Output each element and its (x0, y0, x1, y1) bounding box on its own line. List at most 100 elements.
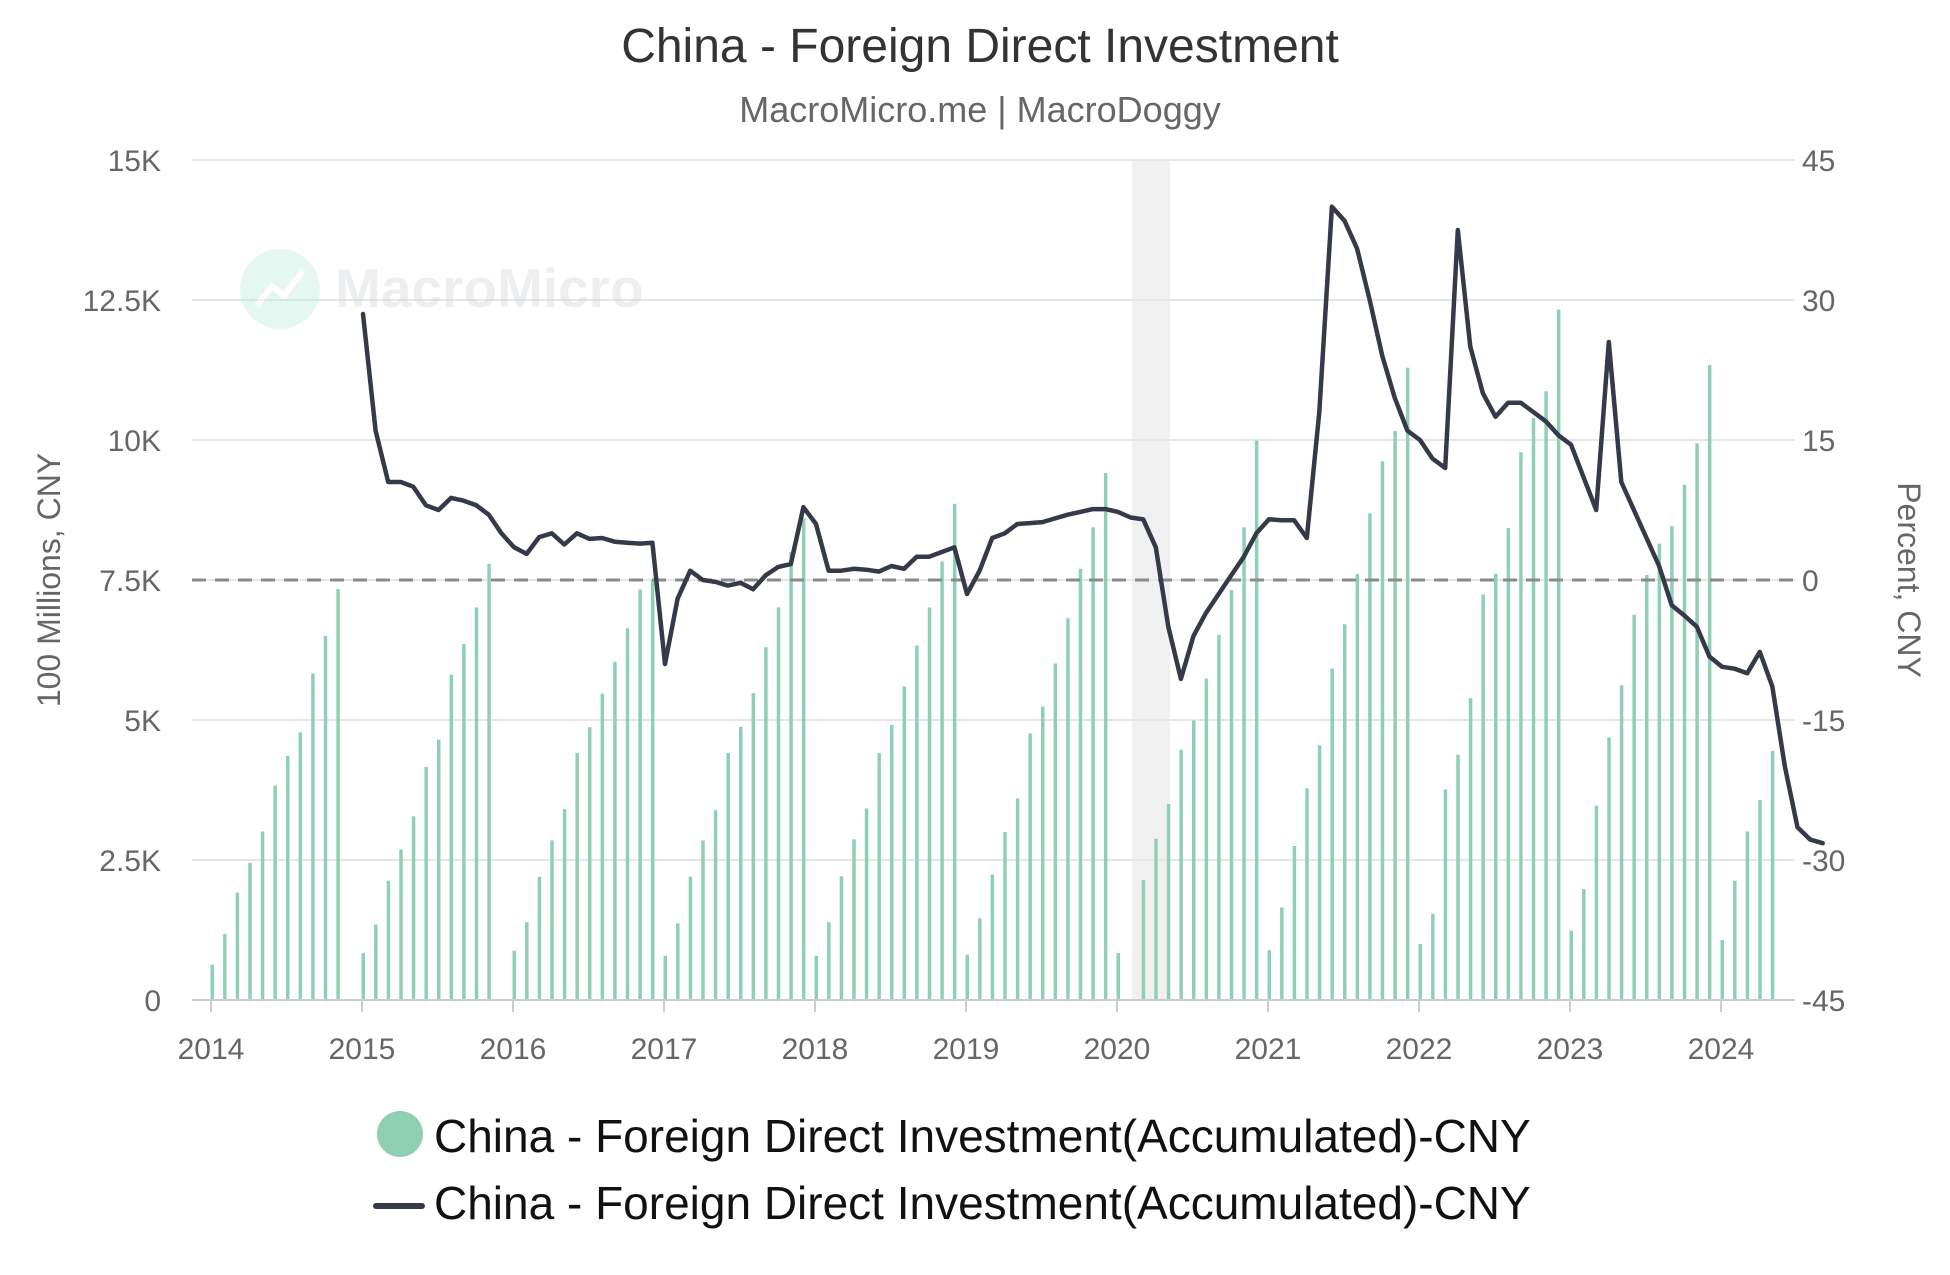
bar (1431, 913, 1435, 1000)
x-tick-label: 2015 (329, 1033, 396, 1066)
legend-label-bars: China - Foreign Direct Investment(Accumu… (434, 1110, 1531, 1162)
bar (713, 810, 718, 1000)
grid-layer (192, 159, 1795, 861)
bar (751, 693, 756, 1000)
y-right-tick-label: -30 (1802, 845, 1845, 878)
bar (1582, 889, 1586, 1000)
legend-item-bars[interactable]: China - Foreign Direct Investment(Accumu… (377, 1110, 1531, 1162)
bar (1380, 461, 1385, 1000)
bar (1456, 754, 1460, 1000)
bar (1066, 618, 1070, 1000)
line-series-layer (360, 204, 1825, 846)
bar (474, 607, 479, 1000)
bar (827, 922, 831, 1000)
legend-circle-icon (377, 1111, 423, 1157)
bar (1494, 573, 1498, 1000)
bar (1481, 594, 1485, 1000)
bar (688, 876, 693, 1000)
y-left-axis-title: 100 Millions, CNY (31, 453, 67, 707)
bar (663, 955, 667, 1000)
y-left-tick-label: 2.5K (99, 845, 161, 878)
bar (1569, 930, 1573, 1000)
bar (575, 753, 579, 1000)
bar (1292, 846, 1297, 1000)
bar (978, 918, 982, 1000)
bar (1531, 418, 1536, 1000)
bar (449, 674, 454, 1000)
bar (1770, 750, 1775, 1000)
bar (625, 628, 630, 1000)
y-left-tick-label: 7.5K (99, 565, 161, 598)
bar (776, 607, 781, 1000)
bar (952, 503, 957, 1000)
bar (839, 876, 844, 1000)
bar (1632, 614, 1636, 1000)
bar (1141, 880, 1146, 1000)
bar (990, 874, 995, 1000)
bar (1733, 880, 1737, 1000)
x-tick-label: 2021 (1235, 1033, 1302, 1066)
bar (1103, 473, 1108, 1000)
bar (902, 686, 907, 1000)
x-tick-label: 2016 (480, 1033, 547, 1066)
x-tick-label: 2020 (1084, 1033, 1151, 1066)
bar (701, 840, 705, 1000)
legend-item-line[interactable]: China - Foreign Direct Investment(Accumu… (373, 1177, 1531, 1229)
bar (890, 725, 894, 1000)
bar (1242, 527, 1246, 1000)
y-left-tick-label: 10K (108, 425, 161, 458)
bar (1003, 832, 1007, 1000)
watermark-text: MacroMicro (335, 257, 644, 319)
bar (1544, 391, 1548, 1000)
chart-subtitle: MacroMicro.me | MacroDoggy (739, 89, 1220, 130)
y-right-tick-label: 45 (1802, 145, 1835, 178)
bar (915, 645, 919, 1000)
x-tick-label: 2019 (933, 1033, 1000, 1066)
bar (801, 518, 806, 1000)
y-right-tick-label: 15 (1802, 425, 1835, 458)
legend[interactable]: China - Foreign Direct Investment(Accumu… (373, 1110, 1531, 1229)
y-right-axis-title: Percent, CNY (1891, 482, 1927, 678)
bar (235, 892, 240, 1000)
bar (1192, 720, 1196, 1000)
y-right-tick-label: 0 (1802, 565, 1819, 598)
bar (613, 661, 617, 1000)
x-tick-label: 2014 (178, 1033, 245, 1066)
bar (1078, 568, 1083, 1000)
y-right-tick-label: -45 (1802, 985, 1845, 1018)
bar (374, 924, 378, 1000)
bar (562, 809, 567, 1000)
axis-layer: 2014 2015 2016 2017 2018 2019 2020 2021 2022 2023… (83, 145, 1846, 1066)
bar (260, 831, 265, 1000)
x-tick-label: 2017 (631, 1033, 698, 1066)
bar (1745, 831, 1750, 1000)
y-left-tick-label: 12.5K (83, 285, 161, 318)
bar (650, 580, 655, 1000)
bar (550, 840, 554, 1000)
bar (1368, 513, 1372, 1000)
bar (927, 607, 932, 1000)
y-left-tick-label: 15K (108, 145, 161, 178)
legend-label-line: China - Foreign Direct Investment(Accumu… (434, 1177, 1531, 1229)
bar (1670, 526, 1674, 1000)
bar (286, 755, 290, 1000)
bar (739, 726, 743, 1000)
bar (1393, 431, 1397, 1000)
bar (638, 589, 642, 1000)
watermark-logo-icon (240, 249, 320, 329)
bar (298, 732, 303, 1000)
bar (462, 643, 466, 1000)
bar (424, 767, 428, 1000)
bar (940, 561, 944, 1000)
bar (1657, 543, 1662, 1000)
bar (864, 808, 869, 1000)
bar (1355, 573, 1360, 1000)
bar (1594, 805, 1599, 1000)
bar (1443, 789, 1448, 1000)
bar (1330, 668, 1334, 1000)
bar (512, 950, 516, 1000)
bar (1091, 527, 1095, 1000)
bar (676, 923, 680, 1000)
bar (1204, 678, 1209, 1000)
